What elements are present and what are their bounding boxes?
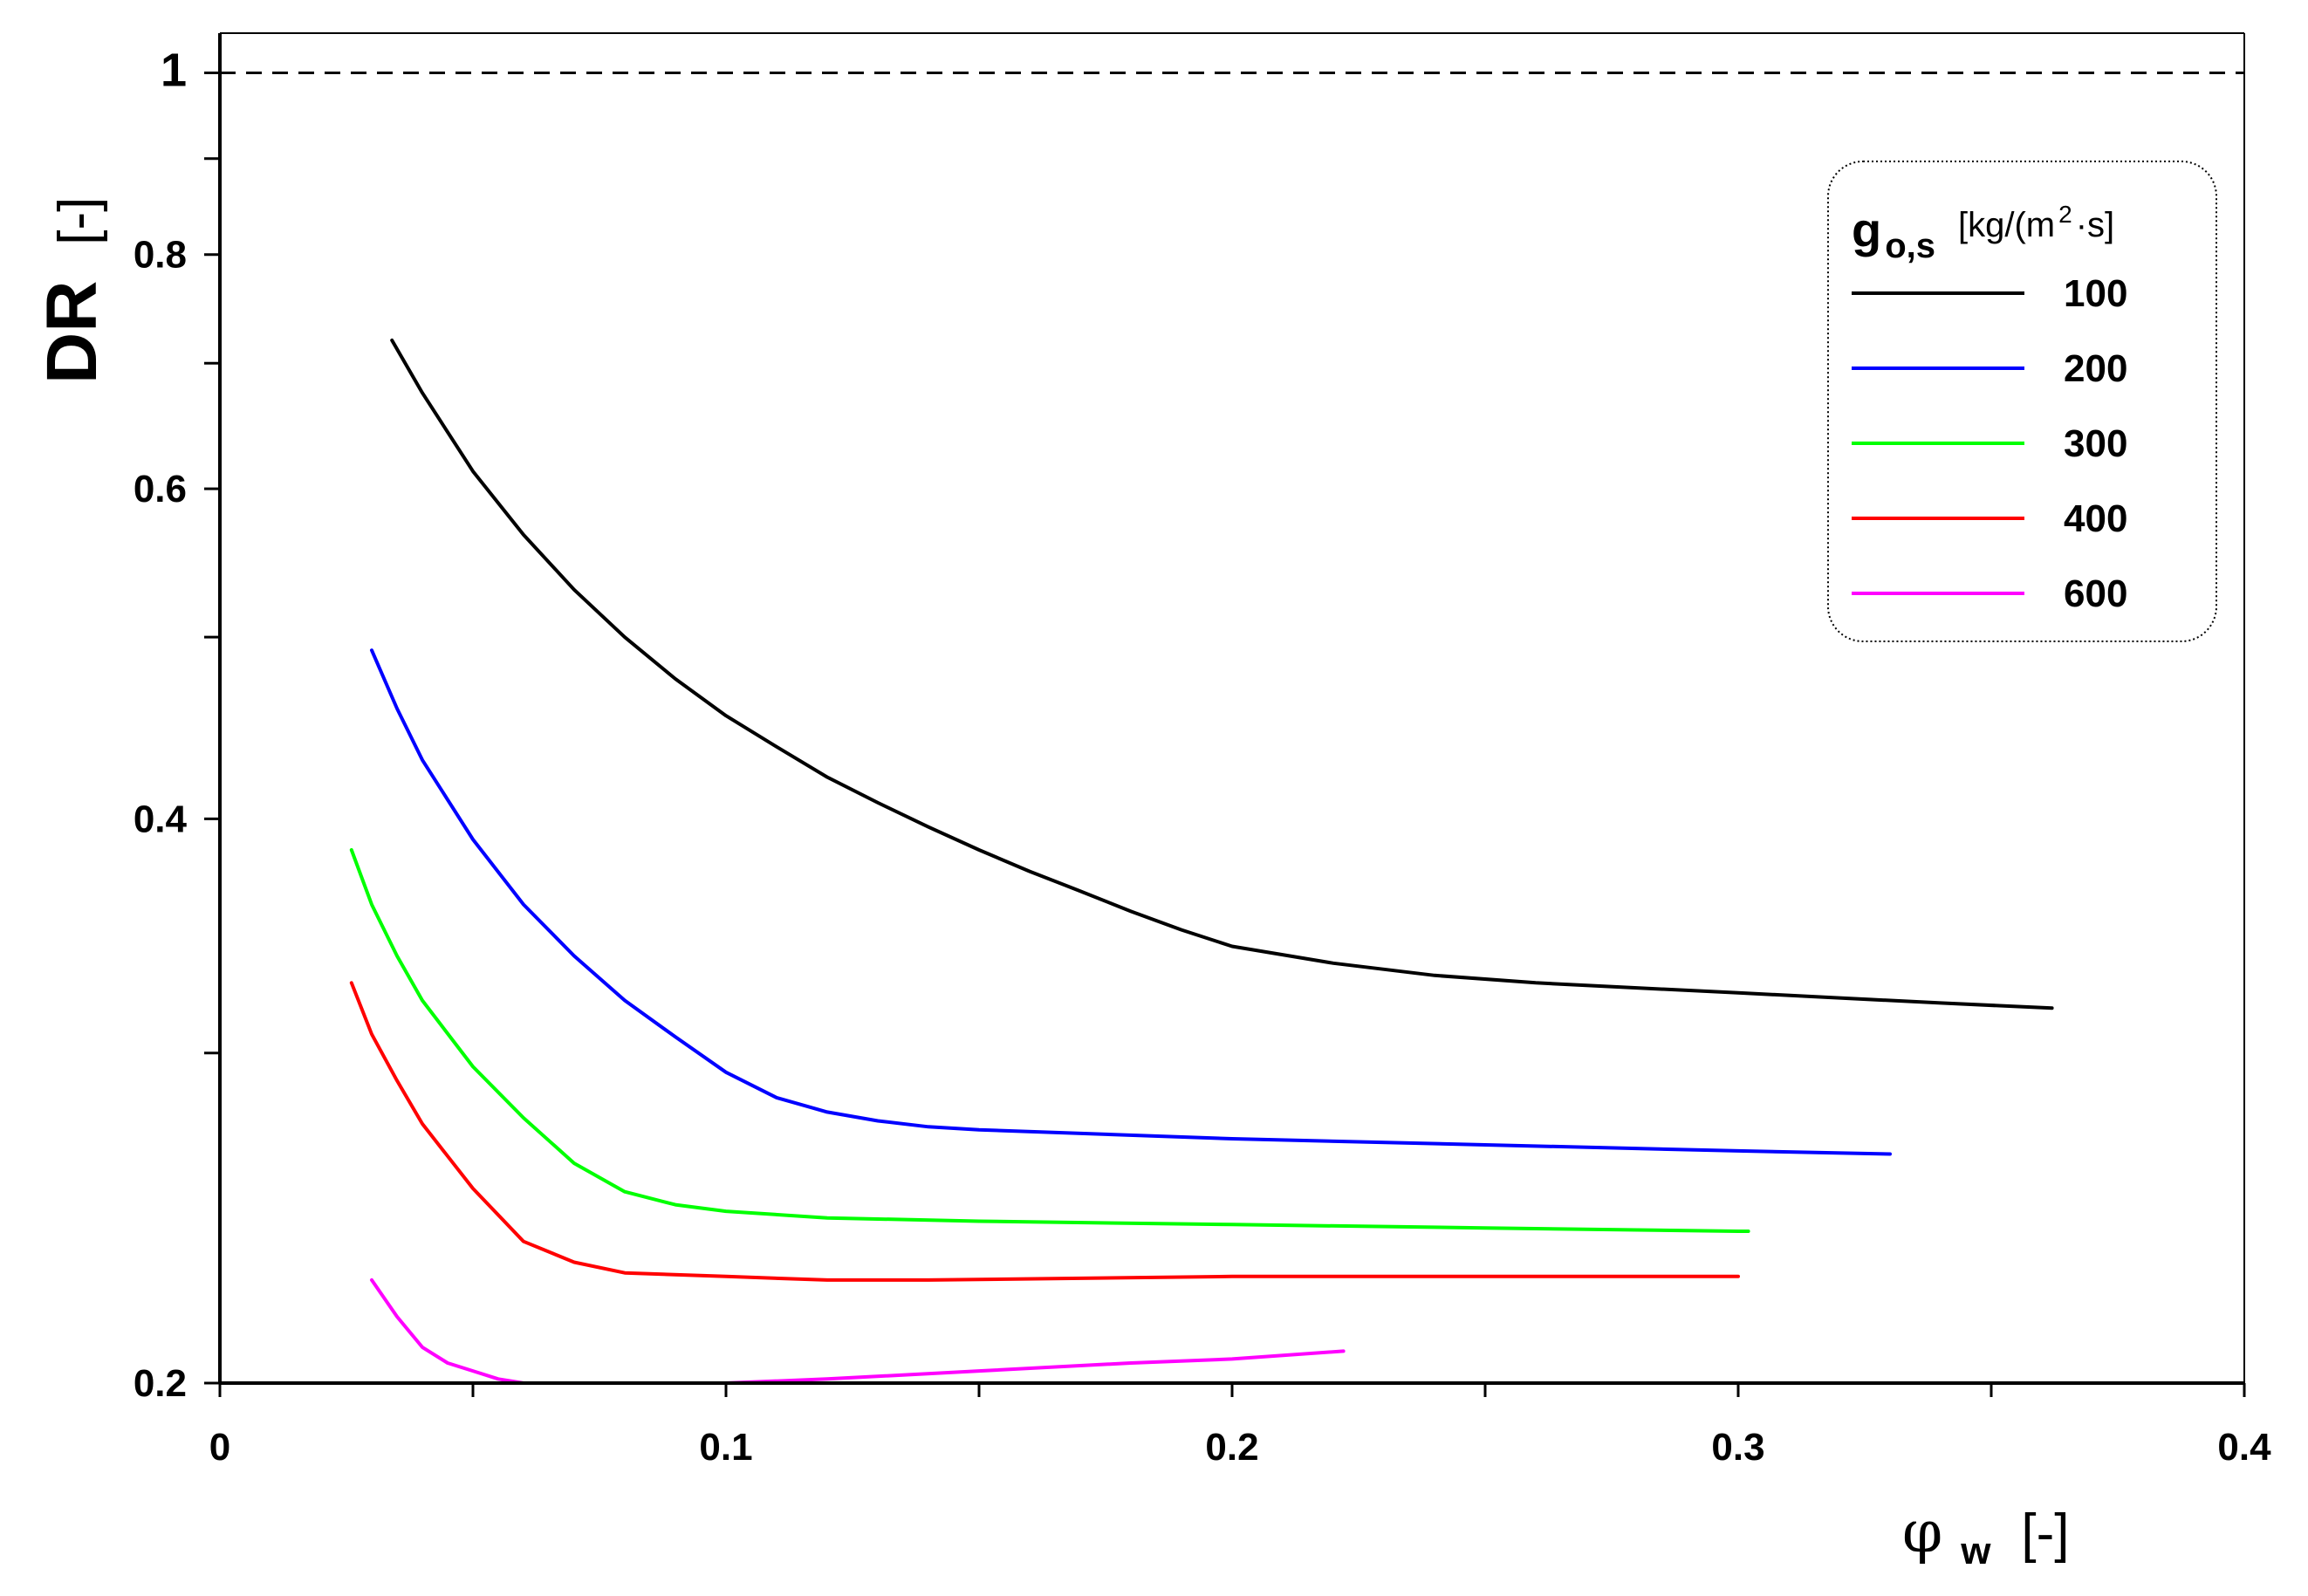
y-axis-unit: [-] [48, 197, 108, 245]
legend-title: g o,s [kg/(m 2 ·s] [1852, 201, 2114, 265]
y-axis-label: DR [-] [32, 197, 112, 384]
legend-label-300: 300 [2064, 422, 2127, 465]
legend-title-subscript: o,s [1885, 227, 1935, 265]
series-line-400 [349, 981, 1740, 1282]
x-tick-label: 0.3 [1711, 1426, 1764, 1469]
legend-title-unit-suffix: ·s] [2076, 206, 2114, 244]
y-tick-label: 0.6 [134, 468, 187, 510]
legend-title-unit: [kg/(m [1958, 206, 2055, 244]
x-axis-subscript: w [1960, 1530, 1991, 1572]
series-line-100 [390, 339, 2054, 1010]
legend-label-400: 400 [2064, 497, 2127, 540]
x-tick-label: 0.4 [2217, 1426, 2271, 1469]
legend-label-100: 100 [2064, 272, 2127, 315]
series-line-300 [349, 848, 1750, 1233]
x-tick-label: 0 [209, 1426, 230, 1469]
legend: g o,s [kg/(m 2 ·s] 100 200 300 400 600 [1827, 161, 2217, 642]
x-axis-symbol: φ [1902, 1498, 1942, 1565]
legend-box [1827, 161, 2217, 642]
x-axis-unit: [-] [2021, 1504, 2069, 1564]
axis-labels: DR [-] φ w [-] [32, 197, 2070, 1578]
legend-items: 100 200 300 400 600 [1852, 272, 2127, 615]
y-tick-label: 1 [161, 45, 187, 97]
y-tick-label: 0.2 [134, 1362, 187, 1405]
legend-label-600: 600 [2064, 572, 2127, 615]
axes: 0 0.1 0.2 0.3 0.4 0.2 0.4 0.6 0.8 1 [134, 32, 2271, 1469]
y-tick-label: 0.4 [134, 798, 188, 840]
legend-title-symbol: g [1852, 202, 1881, 257]
x-tick-label: 0.1 [699, 1426, 752, 1469]
series-line-600 [370, 1277, 1346, 1385]
x-tick-label: 0.2 [1205, 1426, 1258, 1469]
series-line-200 [370, 648, 1892, 1156]
x-axis-label: φ w [-] [1902, 1498, 2070, 1578]
plot-area [220, 72, 2244, 1385]
legend-label-200: 200 [2064, 347, 2127, 390]
y-axis-symbol: DR [32, 281, 112, 384]
y-tick-label: 0.8 [134, 234, 187, 277]
legend-title-unit-sup: 2 [2058, 201, 2072, 228]
